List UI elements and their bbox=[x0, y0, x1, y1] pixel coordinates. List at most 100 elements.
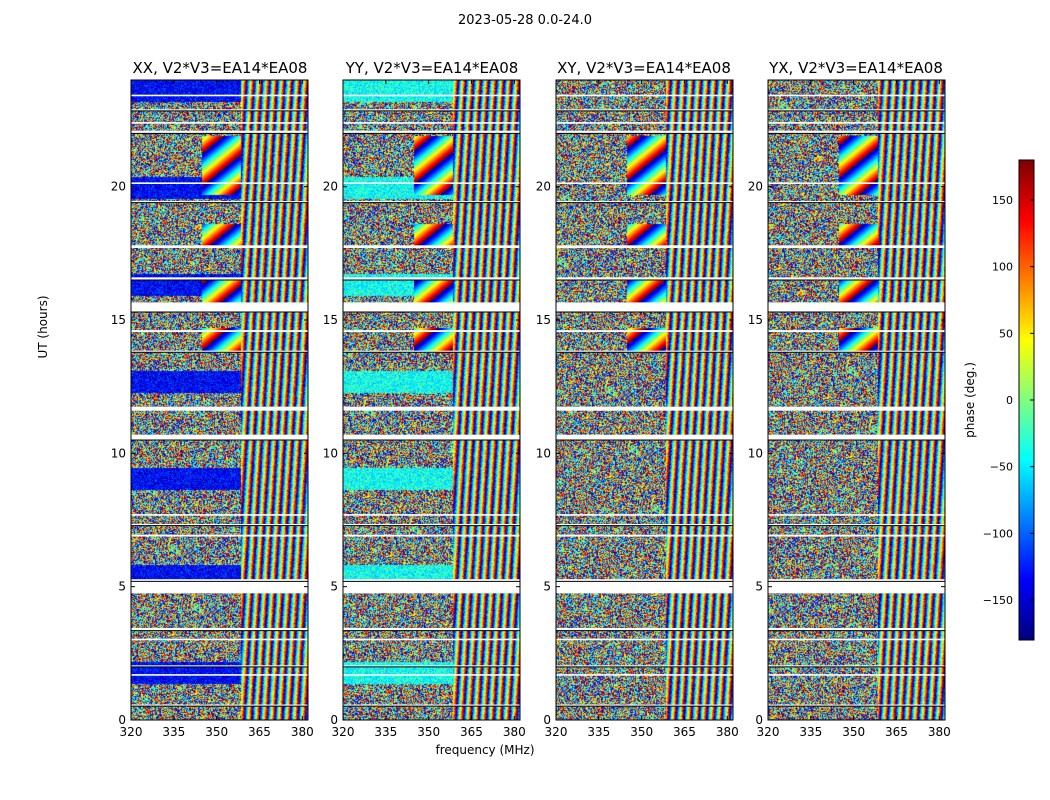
x-tick-label: 335 bbox=[374, 725, 397, 739]
flagged-band bbox=[768, 524, 945, 526]
flagged-band bbox=[131, 130, 308, 134]
figure-suptitle: 2023-05-28 0.0-24.0 bbox=[458, 13, 592, 28]
flagged-band bbox=[343, 524, 520, 526]
flagged-band bbox=[343, 579, 520, 582]
x-axis-label: frequency (MHz) bbox=[435, 743, 535, 757]
flagged-band bbox=[556, 628, 733, 631]
x-tick-label: 380 bbox=[928, 725, 951, 739]
y-tick-label: 10 bbox=[323, 446, 338, 460]
flagged-band bbox=[556, 704, 733, 707]
flagged-band bbox=[131, 581, 308, 594]
colorbar-gradient bbox=[1019, 160, 1034, 640]
flagged-band bbox=[131, 524, 308, 526]
y-tick-label: 10 bbox=[748, 446, 763, 460]
panel-frame bbox=[767, 79, 946, 721]
flagged-band bbox=[556, 201, 733, 203]
flagged-band bbox=[343, 304, 520, 312]
colorbar-tick-label: −100 bbox=[983, 527, 1013, 540]
panel-frame bbox=[130, 79, 309, 721]
flagged-band bbox=[768, 674, 945, 676]
flagged-band bbox=[768, 434, 945, 440]
colorbar-tick-label: −50 bbox=[990, 461, 1013, 474]
panel-frame bbox=[555, 79, 734, 721]
flagged-band bbox=[768, 665, 945, 667]
x-tick-label: 380 bbox=[503, 725, 526, 739]
flagged-band bbox=[768, 579, 945, 582]
panel-title-xy: XY, V2*V3=EA14*EA08 bbox=[557, 59, 731, 77]
x-tick-label: 365 bbox=[248, 725, 271, 739]
flagged-band bbox=[131, 514, 308, 516]
phase-map-xx bbox=[131, 80, 308, 720]
flagged-band bbox=[343, 245, 520, 248]
flagged-band bbox=[131, 406, 308, 411]
y-tick-label: 0 bbox=[543, 713, 551, 727]
flagged-band bbox=[131, 674, 308, 676]
x-tick-label: 350 bbox=[417, 725, 440, 739]
panel-yy: 320 335 350 365 380 0 5 10 15 20 bbox=[323, 79, 526, 739]
flagged-band bbox=[556, 302, 733, 304]
flagged-band bbox=[556, 674, 733, 676]
flagged-band bbox=[556, 304, 733, 312]
flagged-band bbox=[768, 182, 945, 184]
flagged-band bbox=[131, 304, 308, 312]
flagged-band bbox=[556, 524, 733, 526]
flagged-band bbox=[343, 94, 520, 97]
x-tick-label: 320 bbox=[757, 725, 780, 739]
flagged-band bbox=[131, 94, 308, 97]
flagged-band bbox=[343, 534, 520, 537]
flagged-band bbox=[131, 122, 308, 124]
flagged-band bbox=[343, 704, 520, 707]
flagged-band bbox=[556, 406, 733, 411]
flagged-band bbox=[768, 350, 945, 353]
flagged-band bbox=[556, 330, 733, 332]
flagged-band bbox=[556, 579, 733, 582]
y-tick-label: 20 bbox=[323, 180, 338, 194]
flagged-band bbox=[343, 581, 520, 594]
y-tick-label: 20 bbox=[111, 180, 126, 194]
colorbar-tick-label: 100 bbox=[992, 261, 1013, 274]
y-tick-label: 15 bbox=[748, 313, 763, 327]
y-tick-label: 15 bbox=[536, 313, 551, 327]
flagged-band bbox=[768, 201, 945, 203]
y-tick-label: 5 bbox=[543, 580, 551, 594]
flagged-band bbox=[343, 665, 520, 667]
flagged-band bbox=[768, 534, 945, 537]
flagged-band bbox=[768, 514, 945, 516]
y-tick-label: 5 bbox=[118, 580, 126, 594]
flagged-band bbox=[556, 109, 733, 111]
flagged-band bbox=[556, 434, 733, 440]
x-tick-label: 380 bbox=[716, 725, 739, 739]
flagged-band bbox=[343, 638, 520, 641]
flagged-band bbox=[131, 350, 308, 353]
flagged-band bbox=[768, 109, 945, 111]
flagged-band bbox=[556, 514, 733, 516]
flagged-band bbox=[343, 628, 520, 631]
y-tick-label: 20 bbox=[748, 180, 763, 194]
panel-xx: 320 335 350 365 380 0 5 10 15 20 bbox=[111, 79, 314, 739]
flagged-band bbox=[131, 534, 308, 537]
flagged-band bbox=[556, 277, 733, 280]
flagged-band bbox=[556, 665, 733, 667]
y-axis-label: UT (hours) bbox=[36, 295, 50, 359]
y-tick-label: 10 bbox=[111, 446, 126, 460]
phase-map-xy bbox=[556, 80, 733, 720]
flagged-band bbox=[556, 245, 733, 248]
x-tick-label: 365 bbox=[885, 725, 908, 739]
flagged-band bbox=[131, 245, 308, 248]
flagged-band bbox=[768, 122, 945, 124]
x-tick-label: 350 bbox=[842, 725, 865, 739]
flagged-band bbox=[556, 638, 733, 641]
flagged-band bbox=[343, 674, 520, 676]
flagged-band bbox=[131, 434, 308, 440]
colorbar-tick-label: 50 bbox=[999, 327, 1013, 340]
flagged-band bbox=[556, 350, 733, 353]
flagged-band bbox=[343, 330, 520, 332]
flagged-band bbox=[343, 201, 520, 203]
flagged-band bbox=[131, 302, 308, 304]
colorbar-tick-label: 150 bbox=[992, 194, 1013, 207]
flagged-band bbox=[343, 514, 520, 516]
y-tick-label: 0 bbox=[118, 713, 126, 727]
flagged-band bbox=[768, 277, 945, 280]
x-tick-label: 320 bbox=[545, 725, 568, 739]
